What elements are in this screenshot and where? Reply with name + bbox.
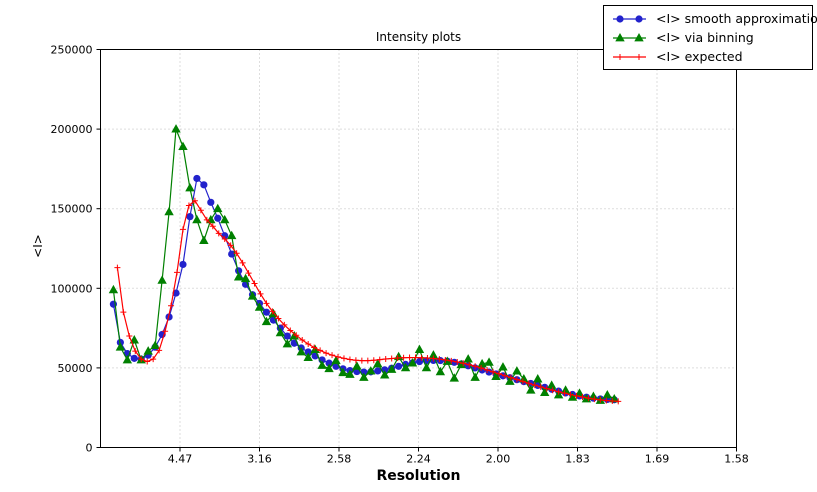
svg-text:2.58: 2.58 — [327, 453, 352, 466]
svg-text:2.24: 2.24 — [406, 453, 431, 466]
svg-text:1.58: 1.58 — [724, 453, 749, 466]
x-axis-label: Resolution — [376, 468, 461, 484]
series-3 — [114, 197, 622, 405]
svg-text:250000: 250000 — [51, 44, 93, 57]
series-2 — [108, 124, 619, 404]
y-tick-labels: 0 50000 100000 150000 200000 250000 — [51, 44, 93, 455]
tick-marks — [96, 49, 737, 452]
triangle-marker-icon — [613, 33, 646, 42]
axes-frame — [100, 49, 737, 448]
legend: <I> smooth approximation <I> via binning… — [603, 5, 817, 70]
legend-item-expected: <I> expected — [611, 47, 806, 66]
chart-title: Intensity plots — [375, 30, 462, 44]
svg-text:4.47: 4.47 — [168, 453, 193, 466]
circle-marker-icon — [613, 15, 646, 23]
legend-item-via-binning: <I> via binning — [611, 28, 806, 47]
x-tick-labels: 4.47 3.16 2.58 2.24 2.00 1.83 1.69 1.58 — [168, 453, 749, 466]
legend-label: <I> expected — [656, 49, 743, 64]
gridlines — [100, 49, 737, 448]
legend-label: <I> via binning — [656, 30, 754, 45]
svg-text:2.00: 2.00 — [486, 453, 511, 466]
svg-text:3.16: 3.16 — [247, 453, 272, 466]
svg-text:1.69: 1.69 — [645, 453, 670, 466]
series-1 — [109, 174, 618, 404]
svg-text:0: 0 — [86, 442, 93, 455]
legend-label: <I> smooth approximation — [656, 11, 817, 26]
svg-text:50000: 50000 — [58, 362, 93, 375]
plus-marker-icon — [613, 54, 646, 60]
svg-text:1.83: 1.83 — [565, 453, 590, 466]
svg-text:150000: 150000 — [51, 203, 93, 216]
svg-text:100000: 100000 — [51, 282, 93, 295]
legend-item-smooth-approximation: <I> smooth approximation — [611, 9, 817, 28]
svg-text:200000: 200000 — [51, 123, 93, 136]
